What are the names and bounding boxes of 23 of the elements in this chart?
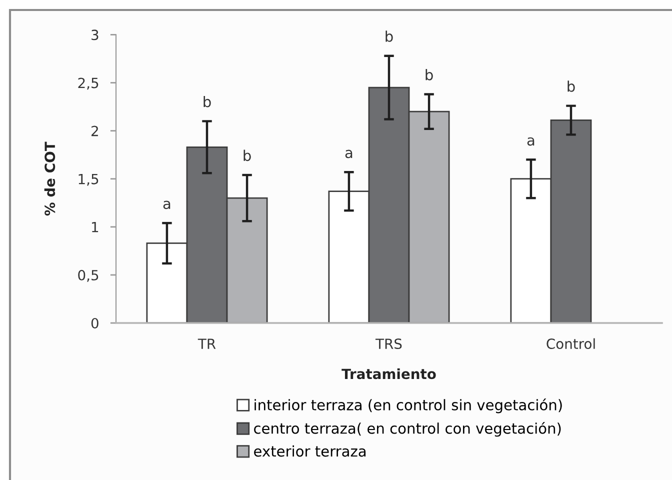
y-tick-label: 1,5	[78, 174, 98, 186]
x-axis-title: Tratamiento	[342, 368, 436, 380]
y-tick-label: 0,5	[78, 270, 98, 282]
legend-label: centro terraza( en control con vegetación)	[254, 422, 561, 437]
data-label: a	[527, 137, 534, 146]
x-tick-label: TRS	[375, 338, 402, 350]
y-axis-title: % de COT	[44, 142, 56, 216]
data-label: b	[568, 80, 575, 92]
y-tick-label: 2,5	[78, 78, 98, 90]
legend-label: exterior terraza	[254, 445, 366, 457]
y-tick-label: 0	[91, 318, 98, 328]
data-label: b	[426, 69, 433, 80]
y-tick-label: 1	[92, 222, 98, 232]
x-tick-label: TR	[198, 338, 216, 349]
data-label: a	[345, 150, 352, 158]
y-tick-label: 2	[92, 126, 98, 136]
data-label: b	[204, 96, 211, 108]
data-label: b	[244, 150, 251, 162]
data-label: b	[386, 30, 393, 42]
legend-label: interior terraza (en control sin vegetación)	[254, 398, 562, 414]
y-tick-label: 3	[92, 30, 98, 40]
data-label: a	[163, 200, 170, 210]
x-tick-label: Control	[546, 338, 595, 350]
